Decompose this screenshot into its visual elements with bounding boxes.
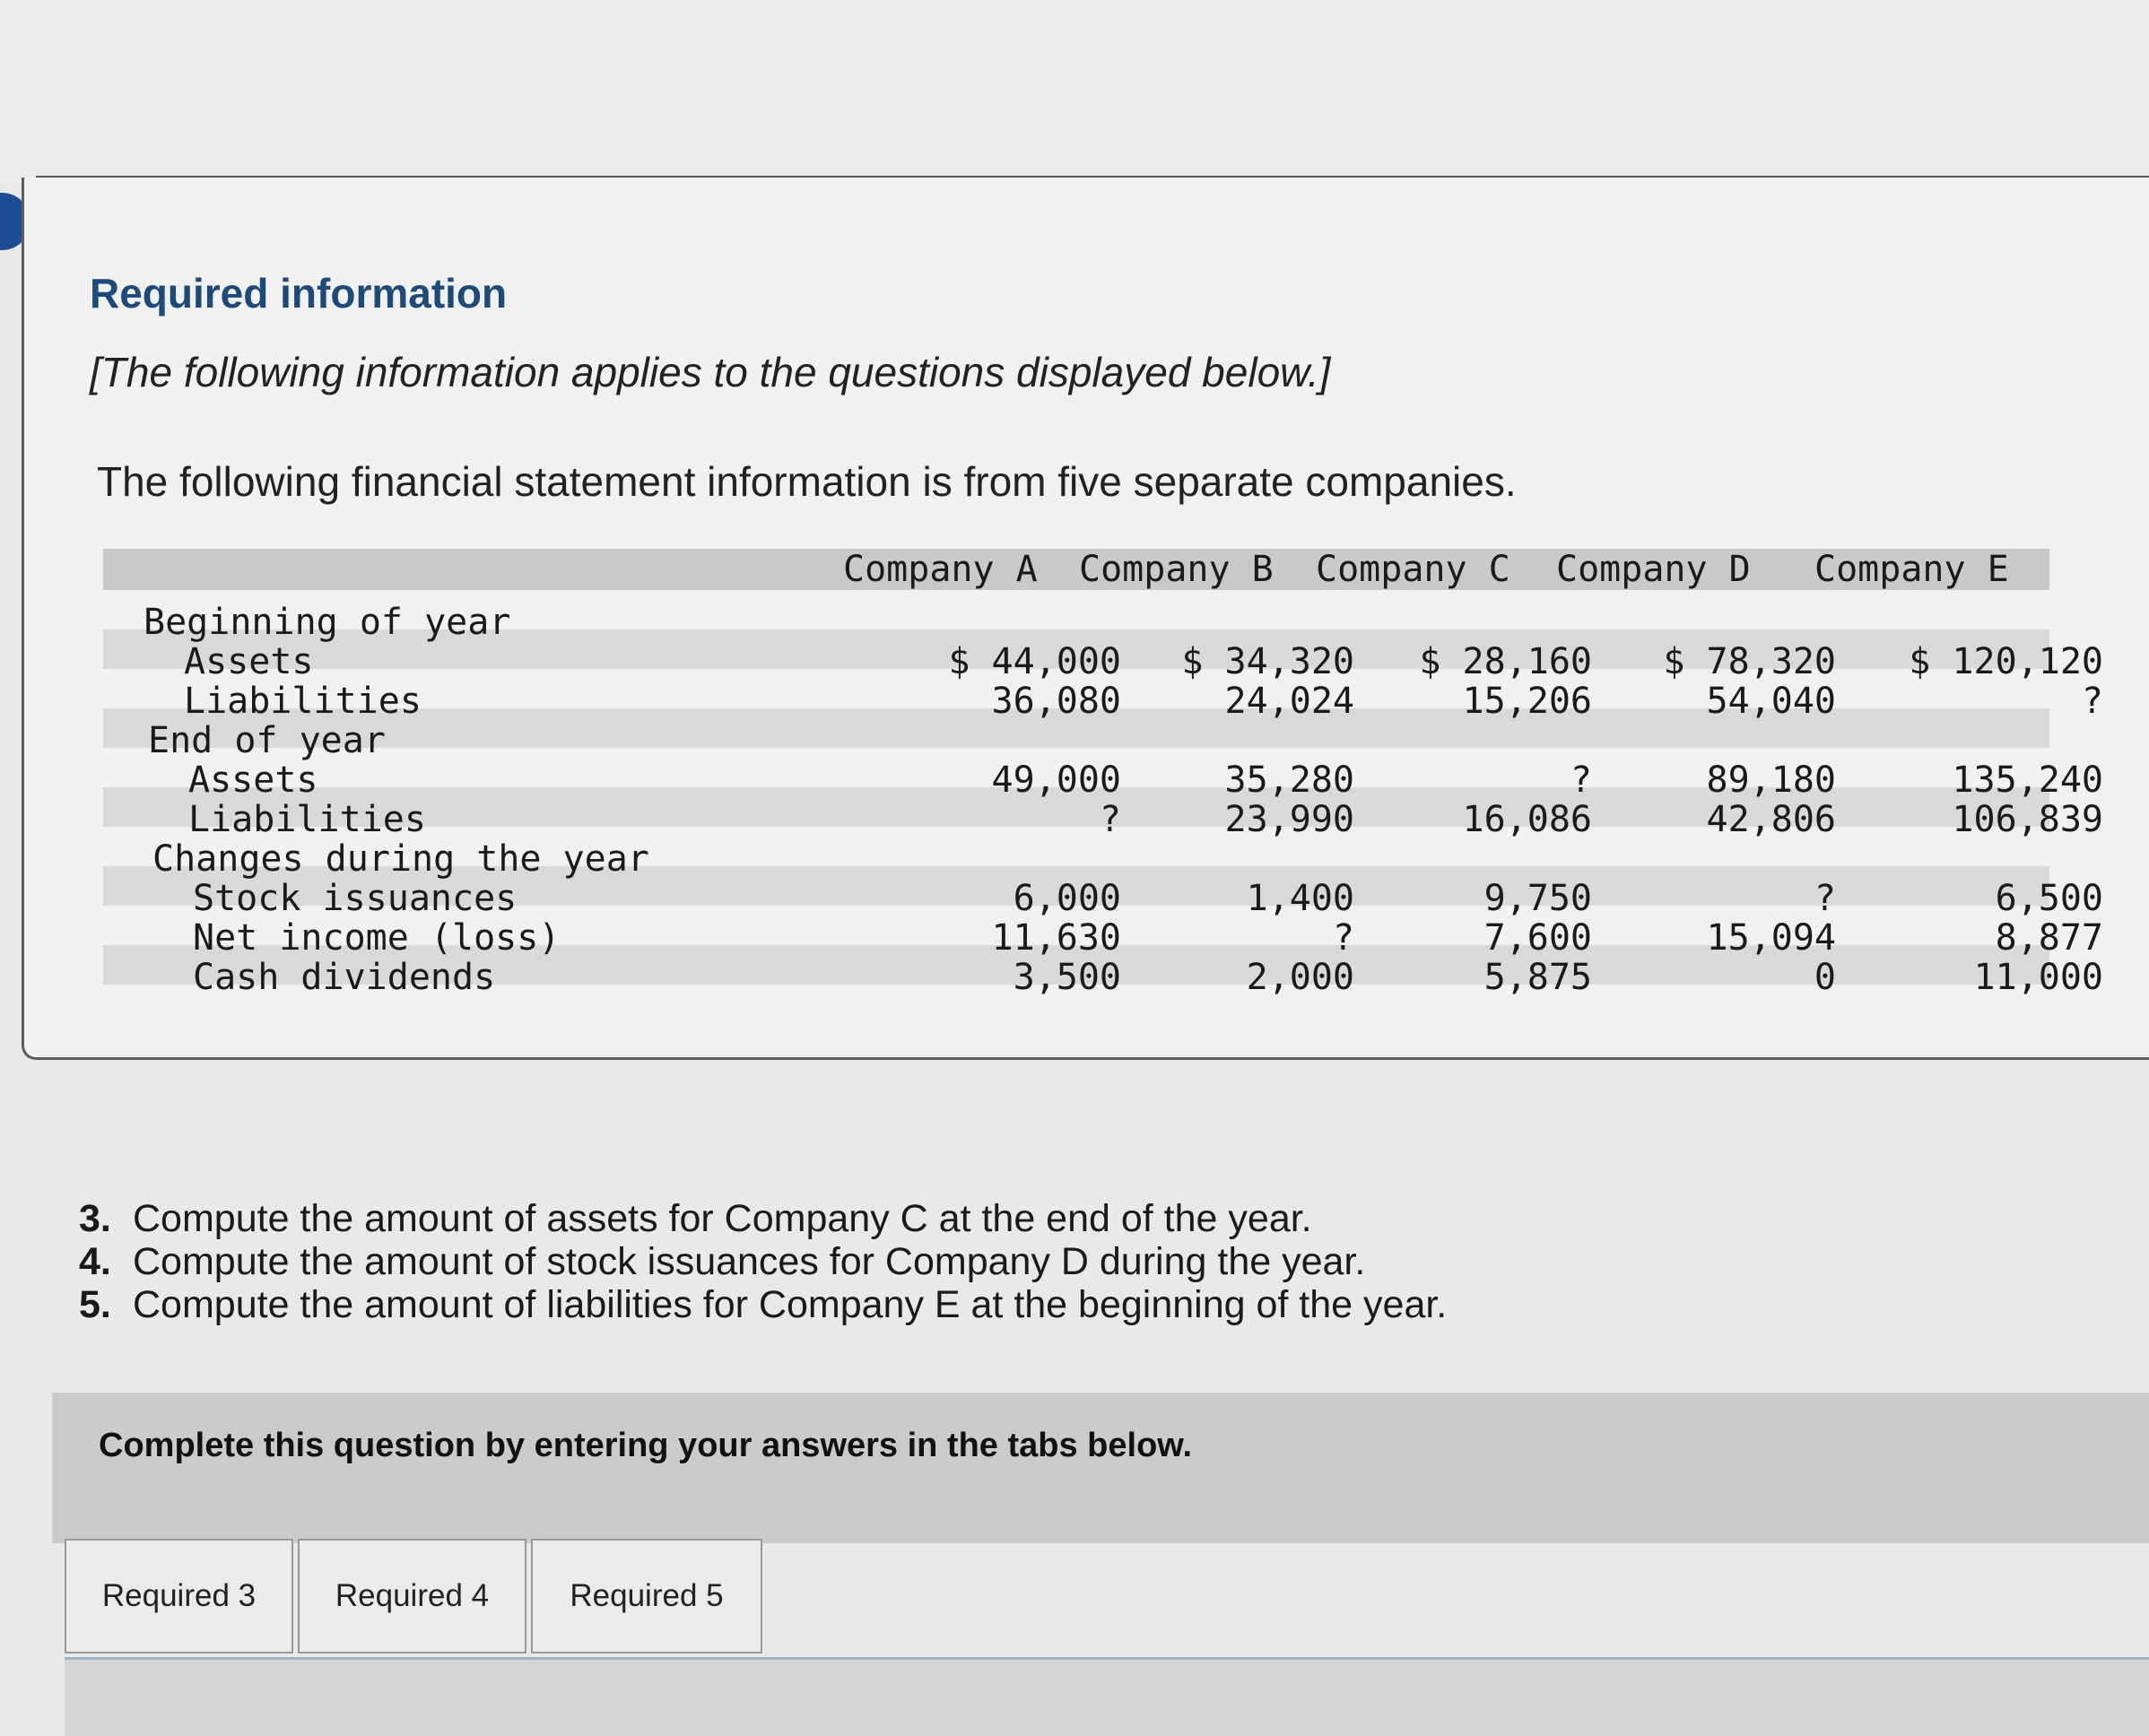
table-cell: 3,500 <box>1013 957 1121 998</box>
table-cell: 7,600 <box>1483 917 1592 959</box>
question-number: 5. <box>79 1283 111 1326</box>
required-information-panel <box>22 178 2149 1060</box>
row-label-assets: Assets <box>188 760 318 801</box>
table-cell: $ 28,160 <box>1419 641 1592 682</box>
column-header-company-a: Company A <box>843 549 1038 590</box>
table-cell: 89,180 <box>1706 760 1837 801</box>
table-cell: 15,094 <box>1706 917 1837 959</box>
row-label-changes-during-year: Changes during the year <box>152 838 649 880</box>
intro-text: The following financial statement inform… <box>97 458 1517 505</box>
column-header-company-e: Company E <box>1814 549 2009 590</box>
table-cell: 35,280 <box>1224 760 1355 801</box>
section-divider <box>36 176 2149 178</box>
table-cell: ? <box>1099 799 1121 840</box>
question-number: 3. <box>79 1197 111 1240</box>
column-header-company-d: Company D <box>1556 549 1751 590</box>
row-label-cash-dividends: Cash dividends <box>193 957 496 998</box>
table-cell: 2,000 <box>1246 957 1354 998</box>
table-cell: 11,000 <box>1973 957 2104 998</box>
table-cell: 23,990 <box>1224 799 1355 840</box>
row-band <box>103 708 2049 748</box>
question-item: 4. Compute the amount of stock issuances … <box>79 1240 1447 1283</box>
required-information-heading: Required information <box>90 270 508 317</box>
tab-required-3[interactable]: Required 3 <box>65 1539 293 1654</box>
question-item: 5. Compute the amount of liabilities for … <box>79 1283 1447 1326</box>
table-cell: 16,086 <box>1462 799 1593 840</box>
question-text: Compute the amount of stock issuances fo… <box>133 1240 1366 1283</box>
table-cell: 6,500 <box>1995 878 2103 919</box>
row-label-assets: Assets <box>184 641 314 682</box>
tab-required-4[interactable]: Required 4 <box>298 1539 526 1654</box>
table-cell: 106,839 <box>1952 799 2103 840</box>
instruction-banner: Complete this question by entering your … <box>52 1393 2149 1543</box>
row-band <box>103 629 2049 669</box>
table-cell: 11,630 <box>991 917 1122 959</box>
table-cell: 49,000 <box>991 760 1122 801</box>
question-number: 4. <box>79 1240 111 1283</box>
question-text: Compute the amount of assets for Company… <box>133 1197 1312 1240</box>
table-cell: $ 44,000 <box>948 641 1121 682</box>
row-label-liabilities: Liabilities <box>184 681 422 722</box>
table-cell: 5,875 <box>1483 957 1592 998</box>
instruction-text: Complete this question by entering your … <box>99 1427 1193 1464</box>
row-label-end-of-year: End of year <box>148 720 386 761</box>
financial-table: Company A Company B Company C Company D … <box>103 549 2103 998</box>
table-cell: $ 78,320 <box>1663 641 1836 682</box>
row-label-liabilities: Liabilities <box>188 799 426 840</box>
table-cell: 0 <box>1814 957 1836 998</box>
table-cell: ? <box>1814 878 1836 919</box>
column-header-company-b: Company B <box>1079 549 1274 590</box>
table-cell: 1,400 <box>1246 878 1354 919</box>
table-cell: 15,206 <box>1462 681 1593 722</box>
table-cell: $ 34,320 <box>1181 641 1354 682</box>
table-cell: 9,750 <box>1483 878 1592 919</box>
top-area <box>0 0 2149 184</box>
applies-note: [The following information applies to th… <box>90 349 1331 395</box>
table-cell: ? <box>1332 917 1354 959</box>
question-item: 3. Compute the amount of assets for Compa… <box>79 1197 1447 1240</box>
table-cell: 24,024 <box>1224 681 1355 722</box>
tab-content-area <box>65 1657 2149 1736</box>
table-cell: $ 120,120 <box>1909 641 2103 682</box>
column-header-company-c: Company C <box>1316 549 1510 590</box>
table-header-band <box>103 549 2049 590</box>
table-cell: 36,080 <box>991 681 1122 722</box>
tab-required-5[interactable]: Required 5 <box>531 1539 762 1654</box>
table-cell: ? <box>1570 760 1592 801</box>
row-label-beginning-of-year: Beginning of year <box>144 602 511 643</box>
row-label-net-income: Net income (loss) <box>193 917 561 959</box>
question-text: Compute the amount of liabilities for Co… <box>133 1283 1448 1326</box>
table-cell: 6,000 <box>1013 878 1121 919</box>
table-cell: 54,040 <box>1706 681 1837 722</box>
table-cell: 135,240 <box>1952 760 2103 801</box>
row-band <box>103 787 2049 827</box>
row-band <box>103 866 2049 906</box>
row-band <box>103 945 2049 985</box>
table-cell: ? <box>2081 681 2103 722</box>
table-cell: 8,877 <box>1995 917 2103 959</box>
question-list: 3. Compute the amount of assets for Compa… <box>79 1197 1447 1326</box>
table-cell: 42,806 <box>1706 799 1837 840</box>
row-label-stock-issuances: Stock issuances <box>193 878 518 919</box>
